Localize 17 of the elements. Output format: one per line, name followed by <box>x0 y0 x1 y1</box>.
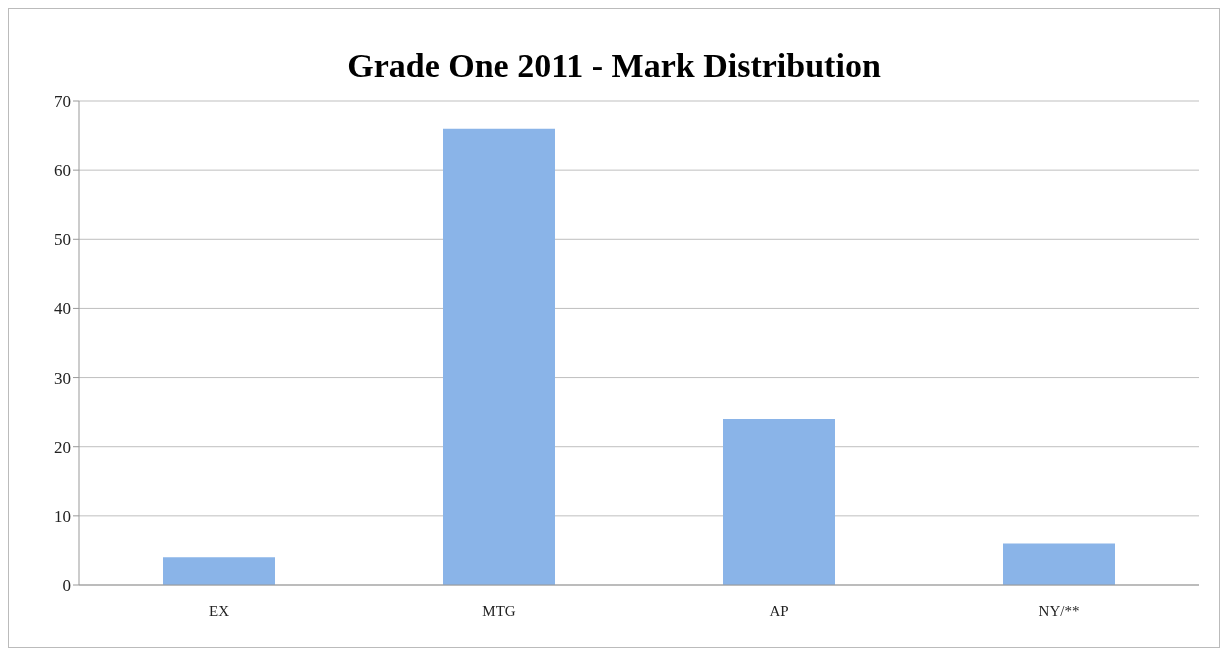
x-tick-label: MTG <box>482 602 516 619</box>
y-tick-label: 30 <box>54 368 71 388</box>
y-tick-label: 60 <box>54 161 71 181</box>
x-tick-label: AP <box>769 602 789 619</box>
y-tick-label: 70 <box>54 92 71 112</box>
y-tick-label: 20 <box>54 437 71 457</box>
x-tick-label: NY/** <box>1038 602 1080 619</box>
chart-title: Grade One 2011 - Mark Distribution <box>346 46 882 86</box>
bar <box>443 128 555 585</box>
x-tick-label: EX <box>209 602 230 619</box>
y-tick-label: 0 <box>62 576 71 596</box>
y-tick-label: 50 <box>54 230 71 250</box>
y-tick-label: 10 <box>54 506 71 526</box>
y-tick-label: 40 <box>54 299 71 319</box>
bar <box>723 419 835 585</box>
bar <box>163 557 275 585</box>
bar <box>1003 543 1115 585</box>
